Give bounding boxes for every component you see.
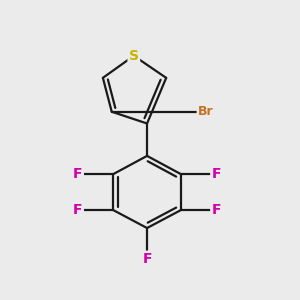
Text: Br: Br [198,105,214,118]
Text: F: F [212,167,221,181]
Text: F: F [212,203,221,217]
Text: F: F [73,167,83,181]
Text: F: F [73,203,83,217]
Text: S: S [129,49,139,63]
Text: F: F [142,252,152,266]
